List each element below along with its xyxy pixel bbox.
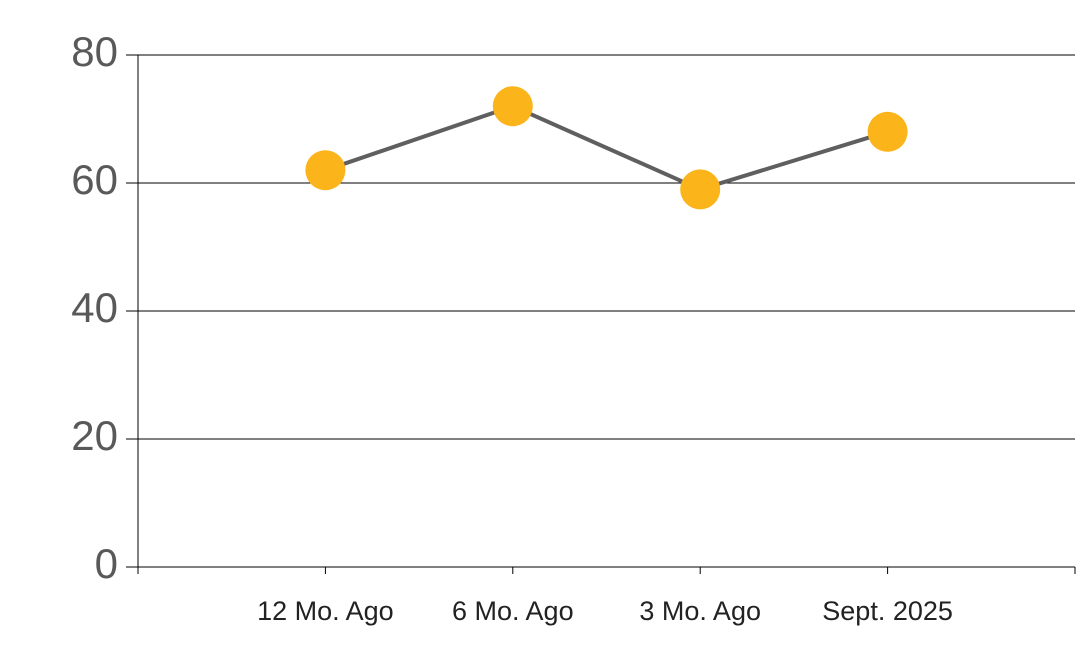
x-tick-label: 6 Mo. Ago xyxy=(452,596,574,626)
data-point xyxy=(305,150,346,191)
y-tick-label: 60 xyxy=(71,156,118,203)
x-tick-label: 12 Mo. Ago xyxy=(257,596,394,626)
x-tick-label: Sept. 2025 xyxy=(822,596,953,626)
x-tick-label: 3 Mo. Ago xyxy=(639,596,761,626)
y-tick-label: 0 xyxy=(95,540,118,587)
data-point xyxy=(492,86,533,127)
y-tick-label: 80 xyxy=(71,28,118,75)
data-point xyxy=(867,111,908,152)
y-tick-label: 40 xyxy=(71,284,118,331)
data-point xyxy=(680,169,721,210)
series-line xyxy=(324,104,889,192)
y-tick-label: 20 xyxy=(71,412,118,459)
